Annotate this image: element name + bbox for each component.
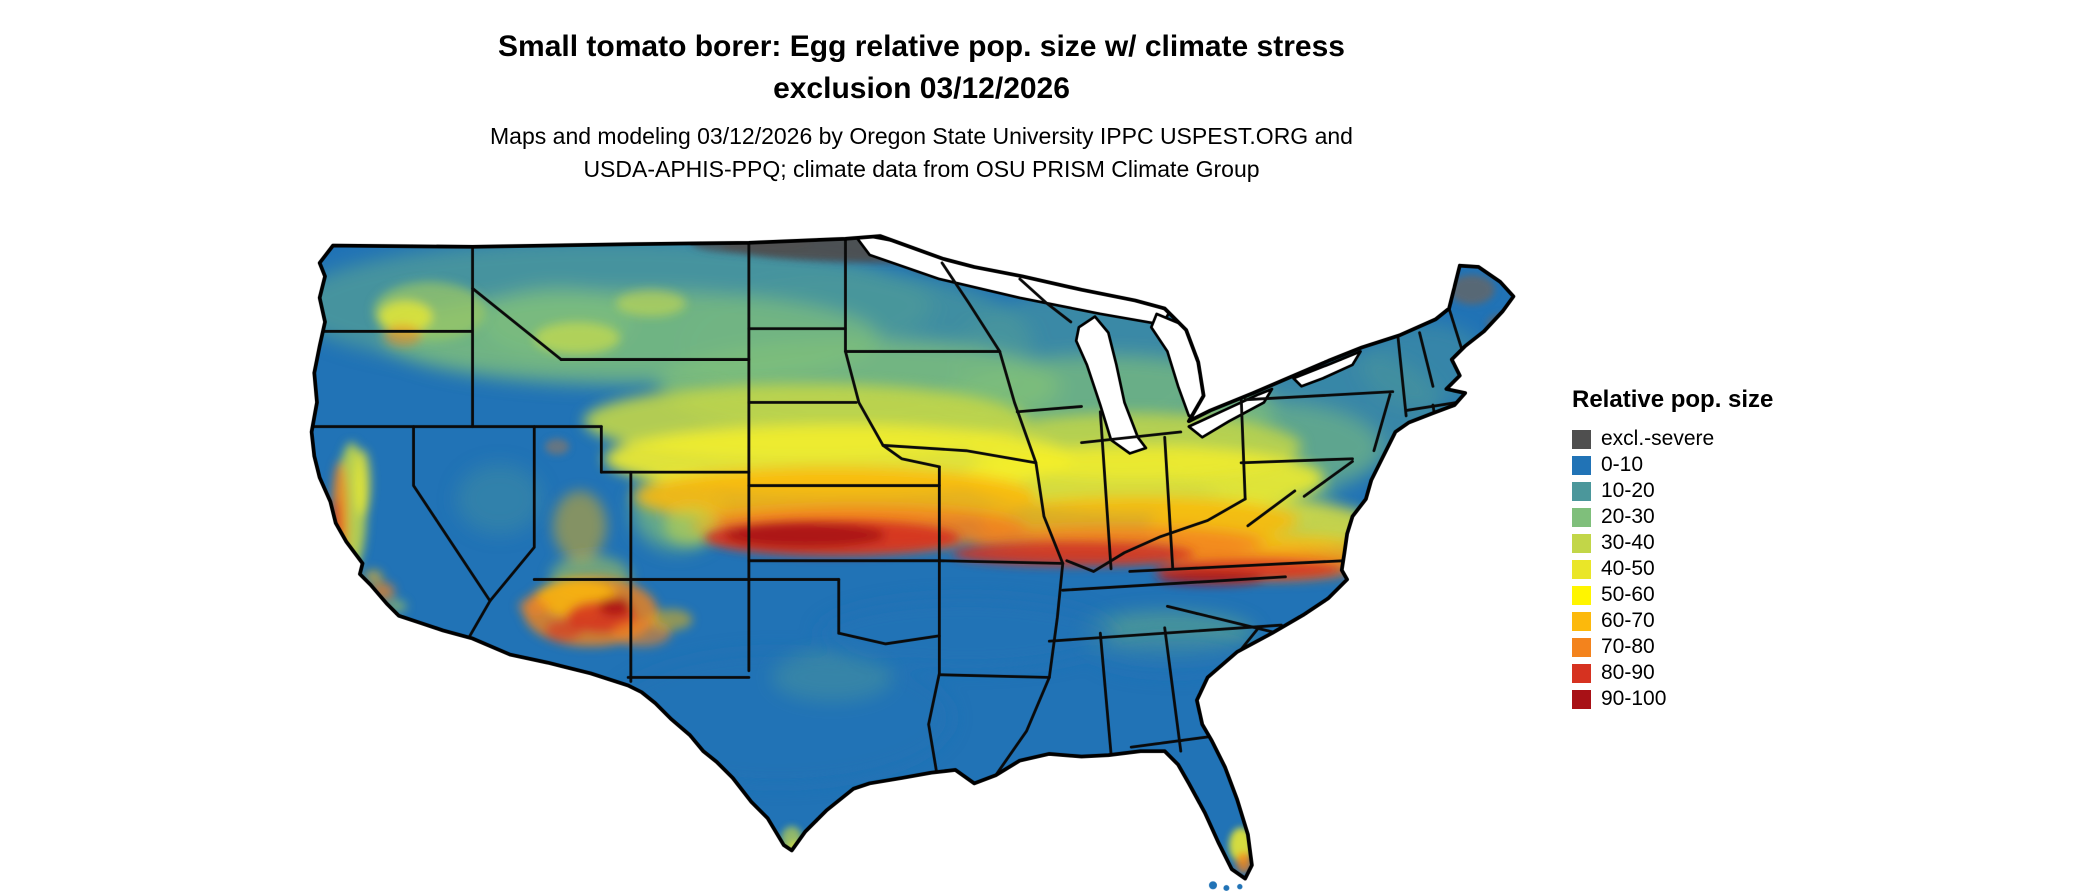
legend-item: 80-90 bbox=[1572, 660, 1773, 686]
us-outline bbox=[309, 234, 1516, 881]
map-raster bbox=[311, 236, 1514, 879]
legend-item: 20-30 bbox=[1572, 504, 1773, 530]
legend-item: 50-60 bbox=[1572, 582, 1773, 608]
legend-swatch bbox=[1572, 637, 1591, 657]
legend-label: 10-20 bbox=[1601, 479, 1655, 502]
legend-swatch bbox=[1572, 533, 1591, 553]
legend-swatch bbox=[1572, 585, 1591, 605]
legend-item: 90-100 bbox=[1572, 686, 1773, 712]
page-title: Small tomato borer: Egg relative pop. si… bbox=[0, 26, 1843, 110]
state-borders bbox=[311, 237, 1464, 777]
legend-swatch bbox=[1572, 507, 1591, 527]
legend-swatch bbox=[1572, 429, 1591, 449]
legend-items: excl.-severe 0-10 10-20 20-30 30-40 40-50 50-6… bbox=[1572, 426, 1773, 712]
title-line-2: exclusion 03/12/2026 bbox=[773, 72, 1070, 105]
legend-item: 70-80 bbox=[1572, 634, 1773, 660]
legend-item: excl.-severe bbox=[1572, 426, 1773, 452]
legend-swatch bbox=[1572, 559, 1591, 579]
legend-item: 60-70 bbox=[1572, 608, 1773, 634]
legend-label: 40-50 bbox=[1601, 557, 1655, 580]
legend-label: 0-10 bbox=[1601, 453, 1644, 476]
lake-erie bbox=[1187, 387, 1274, 439]
legend-swatch bbox=[1572, 481, 1591, 501]
legend-label: 90-100 bbox=[1601, 687, 1667, 710]
legend-label: 80-90 bbox=[1601, 661, 1655, 684]
legend-swatch bbox=[1572, 611, 1591, 631]
legend-item: 40-50 bbox=[1572, 556, 1773, 582]
florida-keys bbox=[1208, 881, 1243, 891]
legend-swatch bbox=[1572, 455, 1591, 475]
legend-title: Relative pop. size bbox=[1572, 386, 1774, 413]
legend-swatch bbox=[1572, 689, 1591, 709]
subtitle-line-2: USDA-APHIS-PPQ; climate data from OSU PR… bbox=[583, 156, 1260, 182]
legend-item: 10-20 bbox=[1572, 478, 1773, 504]
legend-item: 30-40 bbox=[1572, 530, 1773, 556]
legend: Relative pop. size excl.-severe 0-10 10-20… bbox=[1572, 386, 1773, 712]
lake-michigan bbox=[1074, 315, 1148, 455]
subtitle-line-1: Maps and modeling 03/12/2026 by Oregon S… bbox=[490, 123, 1353, 149]
lake-ontario bbox=[1292, 350, 1362, 388]
legend-label: 70-80 bbox=[1601, 635, 1655, 658]
legend-label: excl.-severe bbox=[1601, 427, 1715, 450]
title-line-1: Small tomato borer: Egg relative pop. si… bbox=[498, 30, 1345, 63]
legend-item: 0-10 bbox=[1572, 452, 1773, 478]
raster-hotspots-south bbox=[781, 826, 1254, 874]
page-subtitle: Maps and modeling 03/12/2026 by Oregon S… bbox=[0, 120, 1843, 186]
legend-swatch bbox=[1572, 663, 1591, 683]
legend-label: 50-60 bbox=[1601, 583, 1655, 606]
legend-label: 60-70 bbox=[1601, 609, 1655, 632]
legend-label: 30-40 bbox=[1601, 531, 1655, 554]
legend-label: 20-30 bbox=[1601, 505, 1655, 528]
